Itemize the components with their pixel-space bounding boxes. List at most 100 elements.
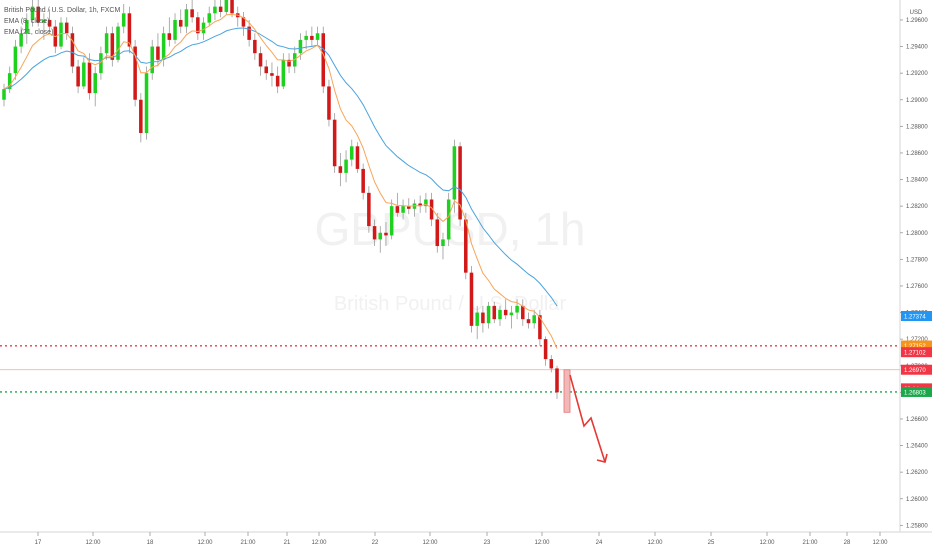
indicator-ema21-label[interactable]: EMA (21, close)	[4, 29, 54, 36]
candle-up[interactable]	[104, 33, 109, 54]
projection-arrow[interactable]	[569, 374, 606, 463]
candle-up[interactable]	[532, 315, 536, 324]
candle-down[interactable]	[230, 0, 234, 14]
candle-up[interactable]	[173, 19, 177, 40]
candle-up[interactable]	[446, 199, 451, 240]
candle-down[interactable]	[270, 73, 274, 76]
candle-down[interactable]	[287, 59, 291, 67]
candle-up[interactable]	[475, 312, 479, 326]
candle-up[interactable]	[121, 13, 126, 27]
candle-up[interactable]	[144, 73, 149, 133]
candle-down[interactable]	[190, 9, 194, 18]
candle-up[interactable]	[441, 239, 445, 247]
candle-down[interactable]	[469, 272, 474, 326]
candle-down[interactable]	[70, 33, 75, 67]
candle-down[interactable]	[549, 359, 554, 369]
candle-up[interactable]	[99, 53, 103, 74]
candle-down[interactable]	[47, 19, 52, 27]
candle-up[interactable]	[93, 73, 97, 94]
candle-down[interactable]	[36, 6, 40, 23]
candle-up[interactable]	[213, 6, 217, 14]
candle-up[interactable]	[161, 33, 166, 60]
candle-down[interactable]	[395, 206, 400, 213]
candle-down[interactable]	[275, 75, 280, 87]
candle-down[interactable]	[521, 305, 525, 320]
candle-down[interactable]	[196, 17, 200, 34]
candle-down[interactable]	[355, 146, 360, 169]
candle-up[interactable]	[486, 305, 491, 324]
candle-up[interactable]	[13, 46, 18, 74]
projection-box[interactable]	[563, 369, 571, 413]
candle-down[interactable]	[247, 26, 251, 40]
candle-down[interactable]	[64, 22, 69, 34]
candle-down[interactable]	[156, 46, 160, 60]
candle-up[interactable]	[201, 22, 206, 34]
candle-up[interactable]	[344, 159, 348, 173]
candle-down[interactable]	[258, 53, 263, 67]
candle-down[interactable]	[127, 13, 132, 47]
candle-down[interactable]	[310, 35, 314, 40]
candle-up[interactable]	[82, 62, 86, 87]
candle-up[interactable]	[184, 9, 189, 27]
candle-down[interactable]	[76, 66, 80, 87]
candle-up[interactable]	[401, 206, 405, 213]
candle-up[interactable]	[498, 309, 502, 320]
candle-down[interactable]	[538, 315, 542, 340]
candle-up[interactable]	[59, 22, 63, 47]
candle-up[interactable]	[7, 73, 12, 90]
candle-up[interactable]	[515, 305, 519, 313]
candle-up[interactable]	[25, 19, 29, 34]
candle-down[interactable]	[110, 33, 115, 60]
candle-up[interactable]	[378, 232, 383, 240]
candle-down[interactable]	[264, 66, 269, 74]
candle-down[interactable]	[178, 19, 183, 27]
candle-down[interactable]	[87, 62, 92, 94]
indicator-ema8-label[interactable]: EMA (8, close)	[4, 18, 50, 25]
candle-up[interactable]	[298, 39, 303, 54]
candle-up[interactable]	[349, 146, 354, 160]
candle-down[interactable]	[407, 206, 411, 209]
candle-up[interactable]	[207, 13, 212, 23]
candle-down[interactable]	[218, 6, 223, 12]
candle-down[interactable]	[458, 146, 462, 220]
candle-up[interactable]	[509, 312, 514, 316]
candle-up[interactable]	[30, 6, 35, 20]
candle-down[interactable]	[253, 39, 257, 54]
candle-up[interactable]	[304, 35, 308, 40]
candle-up[interactable]	[116, 26, 120, 60]
candle-up[interactable]	[315, 33, 320, 40]
candle-down[interactable]	[503, 309, 508, 316]
candle-up[interactable]	[452, 146, 457, 200]
candle-down[interactable]	[464, 219, 468, 273]
candle-down[interactable]	[418, 203, 422, 207]
candle-down[interactable]	[327, 86, 331, 120]
candle-down[interactable]	[481, 312, 485, 324]
candle-down[interactable]	[332, 119, 337, 167]
candle-down[interactable]	[429, 199, 434, 220]
candle-up[interactable]	[281, 59, 286, 87]
candle-down[interactable]	[133, 46, 137, 100]
candle-down[interactable]	[492, 305, 497, 320]
candle-down[interactable]	[543, 339, 548, 360]
candle-up[interactable]	[42, 19, 46, 23]
candle-down[interactable]	[526, 319, 531, 324]
candle-down[interactable]	[241, 17, 246, 27]
candle-up[interactable]	[19, 33, 23, 47]
candle-up[interactable]	[150, 46, 154, 74]
candle-down[interactable]	[167, 33, 172, 40]
candle-down[interactable]	[139, 99, 143, 133]
candle-down[interactable]	[321, 33, 326, 87]
candle-down[interactable]	[435, 219, 440, 247]
candle-down[interactable]	[338, 166, 343, 173]
candle-up[interactable]	[224, 0, 229, 12]
candle-down[interactable]	[367, 192, 371, 227]
candle-down[interactable]	[361, 168, 365, 193]
candle-down[interactable]	[555, 368, 559, 393]
candle-up[interactable]	[2, 89, 6, 100]
candle-up[interactable]	[389, 206, 394, 236]
candle-down[interactable]	[372, 226, 377, 240]
candle-up[interactable]	[424, 199, 428, 207]
candle-down[interactable]	[384, 232, 388, 236]
